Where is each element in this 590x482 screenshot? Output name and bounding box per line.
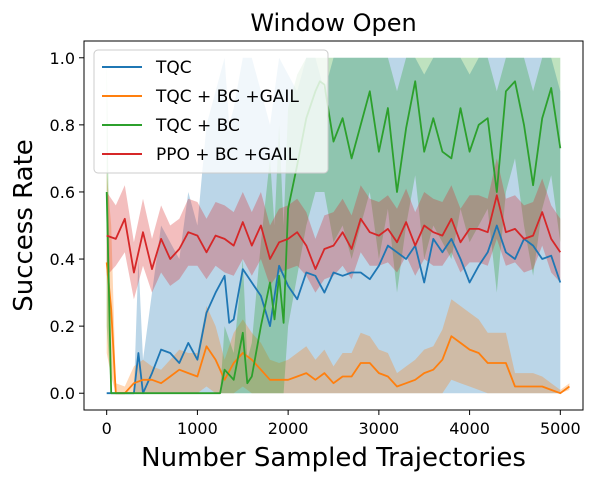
y-tick-label: 0.8: [50, 116, 75, 135]
y-axis-ticks: 0.0 0.2 0.4 0.6 0.8 1.0: [50, 49, 84, 403]
legend-box: [93, 49, 329, 174]
x-tick-label: 1000: [177, 419, 218, 438]
series-line-0: [106, 224, 562, 395]
legend-label: TQC: [155, 58, 192, 78]
legend: TQC TQC + BC +GAIL TQC + BC PPO + BC +GAIL: [93, 49, 329, 174]
x-tick-label: 3000: [359, 419, 400, 438]
y-tick-label: 1.0: [50, 49, 75, 68]
series-band-3: [106, 158, 561, 300]
series-band-2: [106, 57, 561, 394]
y-tick-label: 0.0: [50, 384, 75, 403]
x-axis-ticks: 0 1000 2000 3000 4000 5000: [102, 410, 581, 438]
y-tick-label: 0.6: [50, 183, 75, 202]
x-axis-title: Number Sampled Trajectories: [141, 443, 526, 473]
series-line-1: [105, 262, 570, 395]
plot-frame: [83, 40, 584, 411]
legend-label: TQC + BC +GAIL: [155, 87, 299, 107]
series-line-3: [106, 194, 562, 274]
y-tick-label: 0.2: [50, 317, 75, 336]
x-tick-label: 2000: [268, 419, 309, 438]
x-tick-label: 5000: [540, 419, 581, 438]
legend-label: TQC + BC: [155, 116, 240, 136]
legend-label: PPO + BC +GAIL: [156, 145, 298, 165]
y-tick-label: 0.4: [50, 250, 75, 269]
y-axis-title: Success Rate: [9, 139, 39, 312]
x-tick-label: 0: [102, 419, 112, 438]
chart-title: Window Open: [250, 9, 416, 37]
x-tick-label: 4000: [449, 419, 490, 438]
